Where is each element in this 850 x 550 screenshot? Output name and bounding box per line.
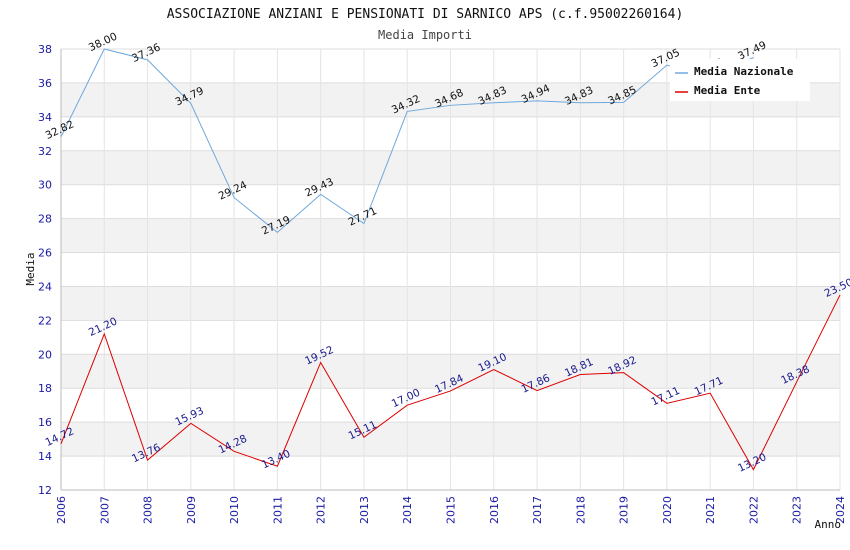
y-tick-label: 30 — [38, 179, 52, 192]
x-tick-label: 2008 — [142, 496, 155, 524]
x-tick-label: 2021 — [704, 496, 717, 524]
y-tick-label: 14 — [38, 450, 52, 463]
x-tick-label: 2023 — [791, 496, 804, 524]
x-tick-label: 2022 — [747, 496, 760, 524]
y-tick-label: 12 — [38, 484, 52, 497]
legend-label-ente: Media Ente — [694, 84, 761, 97]
x-tick-label: 2017 — [531, 496, 544, 524]
series-line-media-ente — [60, 294, 841, 471]
y-tick-label: 34 — [38, 111, 52, 124]
legend-label-nazionale: Media Nazionale — [694, 65, 794, 78]
x-tick-label: 2010 — [228, 496, 241, 524]
y-tick-label: 36 — [38, 77, 52, 90]
x-tick-label: 2018 — [574, 496, 587, 524]
x-tick-label: 2015 — [445, 496, 458, 524]
x-tick-label: 2007 — [98, 496, 111, 524]
y-axis-label: Media — [24, 252, 37, 285]
series-line-media-nazionale — [60, 48, 754, 234]
y-tick-label: 26 — [38, 247, 52, 260]
y-tick-label: 24 — [38, 280, 52, 293]
y-tick-label: 22 — [38, 314, 52, 327]
x-tick-label: 2019 — [618, 496, 631, 524]
y-tick-label: 16 — [38, 416, 52, 429]
y-tick-label: 38 — [38, 43, 52, 56]
x-tick-label: 2013 — [358, 496, 371, 524]
legend-box — [670, 59, 810, 101]
chart-title: ASSOCIAZIONE ANZIANI E PENSIONATI DI SAR… — [167, 7, 684, 22]
chart-subtitle: Media Importi — [378, 28, 472, 42]
x-tick-label: 2011 — [271, 496, 284, 524]
x-tick-label: 2009 — [185, 496, 198, 524]
data-label-nazionale: 37.36 — [130, 41, 163, 65]
x-tick-label: 2012 — [315, 496, 328, 524]
gridlines — [60, 48, 841, 491]
x-tick-label: 2016 — [488, 496, 501, 524]
x-tick-label: 2014 — [401, 496, 414, 524]
x-axis-label: Anno — [815, 518, 842, 531]
y-tick-label: 18 — [38, 382, 52, 395]
x-axis-ticks: 2006 2007 2008 2009 2010 2011 2012 2013 2014 2015… — [55, 496, 847, 524]
x-tick-label: 2006 — [55, 496, 68, 524]
x-tick-label: 2024 — [834, 496, 847, 524]
x-tick-label: 2020 — [661, 496, 674, 524]
series-layer — [60, 48, 841, 471]
y-tick-label: 32 — [38, 145, 52, 158]
legend: Media Nazionale Media Ente — [670, 59, 810, 101]
y-axis-ticks: 12 14 16 18 20 22 24 26 28 30 32 34 36 38 — [38, 43, 52, 497]
y-tick-label: 28 — [38, 213, 52, 226]
y-tick-label: 20 — [38, 348, 52, 361]
